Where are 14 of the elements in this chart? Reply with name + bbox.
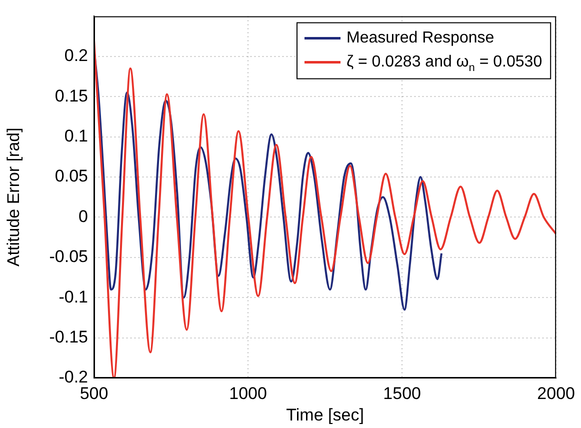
y-tick-label: -0.15	[49, 327, 88, 346]
legend-label: Measured Response	[346, 30, 494, 47]
y-tick-label: -0.05	[49, 247, 88, 266]
x-axis-title: Time [sec]	[286, 405, 364, 424]
x-tick-label: 1500	[383, 384, 421, 403]
x-tick-label: 2000	[537, 384, 576, 403]
y-tick-label: -0.1	[58, 287, 88, 306]
y-tick-label: 0	[78, 206, 88, 226]
y-tick-label: 0.15	[54, 86, 88, 106]
y-tick-label: 0.1	[64, 126, 88, 146]
y-tick-label: 0.2	[64, 46, 88, 66]
x-tick-label: 1000	[229, 384, 267, 403]
y-axis-title: Attitude Error [rad]	[4, 128, 23, 267]
y-tick-label: 0.05	[54, 166, 88, 186]
